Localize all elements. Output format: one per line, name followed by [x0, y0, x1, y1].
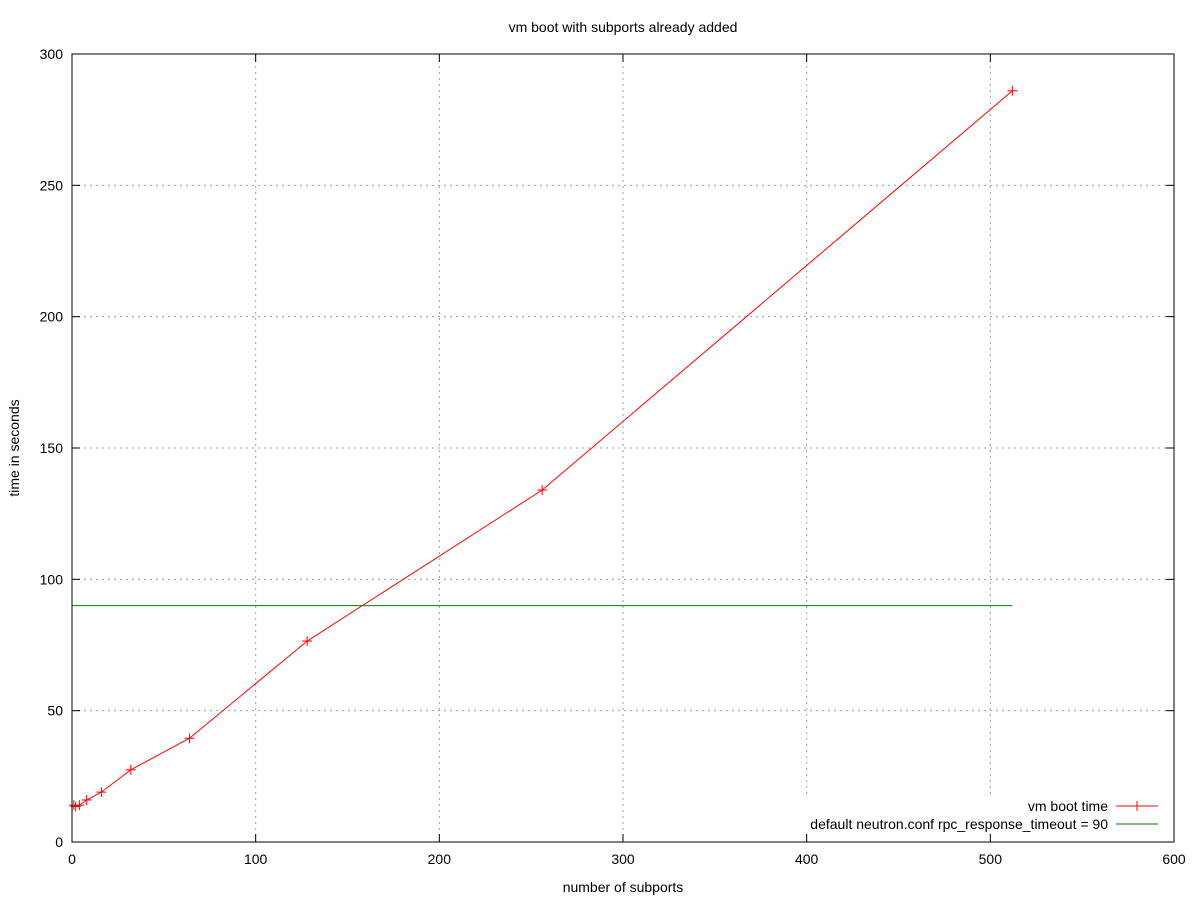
- data-point: [96, 787, 107, 798]
- ticks: 0 100 200 300 400 500 600 0 50 100 150 200 250 300: [40, 46, 1186, 867]
- data-point: [125, 764, 136, 775]
- x-tick-label: 500: [979, 851, 1003, 867]
- x-tick-label: 400: [795, 851, 819, 867]
- y-axis-label: time in seconds: [6, 399, 22, 496]
- legend: vm boot time default neutron.conf rpc_res…: [790, 795, 1165, 833]
- data-point: [302, 636, 313, 647]
- y-tick-label: 150: [40, 440, 64, 456]
- x-axis-label: number of subports: [563, 879, 684, 895]
- legend-label-1: vm boot time: [1028, 798, 1108, 814]
- series-line-1: [73, 90, 1013, 808]
- y-tick-label: 250: [40, 177, 64, 193]
- legend-background: [790, 795, 1165, 833]
- y-tick-label: 50: [47, 703, 63, 719]
- x-tick-label: 600: [1162, 851, 1186, 867]
- y-tick-label: 100: [40, 571, 64, 587]
- y-tick-label: 200: [40, 309, 64, 325]
- plot-frame: [71, 53, 1175, 843]
- data-point: [537, 485, 548, 496]
- data-point: [1007, 85, 1018, 96]
- x-tick-label: 200: [428, 851, 452, 867]
- chart-title: vm boot with subports already added: [509, 19, 738, 35]
- series-layer: [68, 85, 1018, 812]
- legend-marker-1: [1132, 801, 1142, 811]
- x-tick-label: 100: [244, 851, 268, 867]
- y-tick-label: 0: [55, 834, 63, 850]
- data-point: [74, 800, 85, 811]
- y-tick-label: 300: [40, 46, 64, 62]
- data-point: [184, 733, 195, 744]
- x-tick-label: 300: [611, 851, 635, 867]
- x-tick-label: 0: [68, 851, 76, 867]
- data-point: [81, 794, 92, 805]
- grid: [72, 54, 1174, 842]
- legend-label-2: default neutron.conf rpc_response_timeou…: [810, 816, 1108, 832]
